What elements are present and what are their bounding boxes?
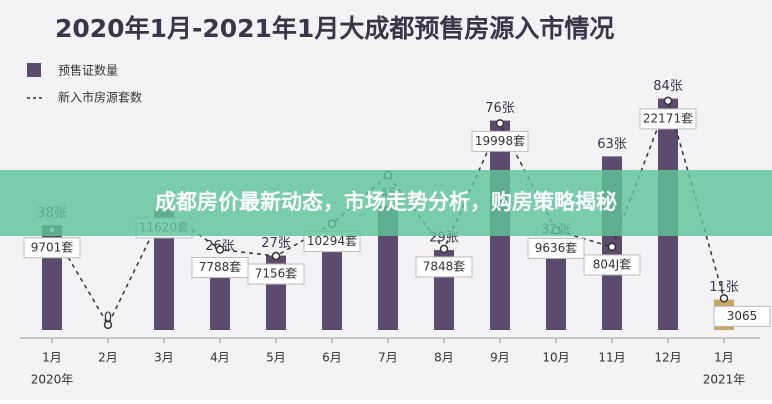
x-tick-label: 11月 <box>598 351 625 365</box>
label-box <box>639 108 697 130</box>
legend-swatch-bar <box>27 63 41 77</box>
line-value-label: 7788套 <box>191 257 249 279</box>
year-label: 2021年 <box>703 373 746 387</box>
line-value-label: 9701套 <box>23 237 81 259</box>
bar <box>322 244 342 330</box>
bar-value-label: 63张 <box>597 137 627 152</box>
line-point <box>103 320 113 330</box>
banner-text: 成都房价最新动态，市场走势分析，购房策略揭秘 <box>155 190 617 214</box>
bar-value-label: 0 <box>104 311 112 326</box>
line-value-label: 19998套 <box>471 130 529 152</box>
bar-value-label: 84张 <box>653 79 683 94</box>
legend-label: 预售证数量 <box>58 63 118 78</box>
line-value-text: 804J套 <box>593 257 631 271</box>
line-point <box>215 245 225 254</box>
line-value-label: 3065 <box>713 305 771 327</box>
banner <box>0 170 772 236</box>
line-value-text: 3065 <box>727 309 758 323</box>
bar <box>154 208 174 330</box>
line-point <box>495 119 505 128</box>
line-value-label: 804J套 <box>583 254 641 276</box>
line-value-text: 10294套 <box>307 234 357 248</box>
legend-label: 新入市房源套数 <box>58 90 142 105</box>
line-value-text: 9701套 <box>31 240 74 254</box>
year-label: 2020年 <box>31 373 74 387</box>
bar-value-label: 11张 <box>709 280 739 295</box>
line-point <box>663 96 673 106</box>
line-value-label: 10294套 <box>303 231 361 253</box>
line-value-text: 7156套 <box>255 267 298 281</box>
line-value-label: 9636套 <box>527 237 585 259</box>
bar-value-label: 27张 <box>261 236 291 251</box>
bar <box>546 241 566 330</box>
label-box <box>713 305 771 327</box>
x-tick-label: 5月 <box>266 351 286 365</box>
line-value-label: 7156套 <box>247 263 305 285</box>
x-tick-label: 1月 <box>42 351 62 365</box>
x-tick-label: 9月 <box>490 351 510 365</box>
label-box <box>583 254 641 276</box>
x-tick-label: 12月 <box>654 351 681 365</box>
x-tick-label: 1月 <box>714 351 734 365</box>
line-value-text: 7788套 <box>199 260 242 274</box>
line-value-label: 22171套 <box>639 108 697 130</box>
line-value-text: 19998套 <box>475 134 525 148</box>
chart-title: 2020年1月-2021年1月大成都预售房源入市情况 <box>55 14 614 43</box>
x-tick-label: 2月 <box>98 351 118 365</box>
label-box <box>23 237 81 259</box>
label-box <box>471 130 529 152</box>
x-tick-label: 6月 <box>322 351 342 365</box>
line-point <box>719 294 729 303</box>
line-point <box>607 242 617 252</box>
label-box <box>527 237 585 259</box>
x-tick-label: 7月 <box>378 351 398 365</box>
legend: 预售证数量 新入市房源套数 <box>27 63 142 105</box>
x-tick-label: 3月 <box>154 351 174 365</box>
x-tick-label: 10月 <box>542 351 569 365</box>
x-tick-label: 4月 <box>210 351 230 365</box>
line-point <box>439 244 449 254</box>
bar <box>378 206 398 330</box>
label-box <box>415 256 473 278</box>
label-box <box>247 263 305 285</box>
line-value-text: 7848套 <box>423 259 466 273</box>
line-value-label: 7848套 <box>415 256 473 278</box>
line-value-text: 9636套 <box>535 241 578 255</box>
bar-value-label: 76张 <box>485 101 515 116</box>
x-tick-label: 8月 <box>434 351 454 365</box>
line-point <box>271 251 281 261</box>
line-value-text: 22171套 <box>643 111 693 125</box>
